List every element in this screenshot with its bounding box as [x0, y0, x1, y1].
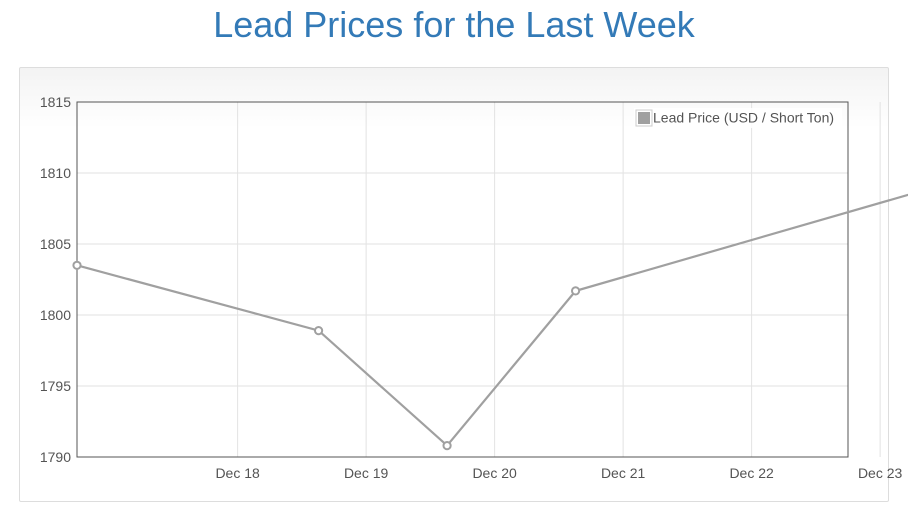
y-tick-label: 1805	[40, 236, 71, 252]
chart-panel	[19, 67, 889, 502]
x-tick-label: Dec 21	[601, 465, 646, 481]
legend: Lead Price (USD / Short Ton)	[634, 108, 842, 128]
data-point	[72, 260, 82, 270]
x-tick-label: Dec 23	[858, 465, 903, 481]
data-point	[570, 286, 581, 296]
legend-frame	[634, 108, 842, 128]
x-tick-label: Dec 19	[344, 465, 389, 481]
y-tick-label: 1810	[40, 165, 71, 181]
legend-swatch	[638, 112, 650, 124]
data-point	[442, 441, 452, 451]
y-tick-label: 1790	[40, 449, 71, 465]
y-tick-label: 1800	[40, 307, 71, 323]
page-title: Lead Prices for the Last Week	[213, 4, 695, 45]
x-axis: Dec 18 Dec 19 Dec 20 Dec 21 Dec 22 Dec 23	[215, 465, 902, 481]
grid-lines	[77, 102, 881, 457]
y-tick-label: 1815	[40, 94, 71, 110]
y-axis: 1790 1795 1800 1805 1810 1815	[40, 94, 71, 465]
x-tick-label: Dec 20	[472, 465, 517, 481]
plot-area	[76, 101, 849, 458]
y-tick-label: 1795	[40, 378, 71, 394]
series-line	[76, 193, 908, 448]
series	[72, 193, 908, 451]
data-point	[313, 326, 324, 336]
x-tick-label: Dec 22	[729, 465, 774, 481]
legend-label: Lead Price (USD / Short Ton)	[653, 110, 834, 126]
x-tick-label: Dec 18	[215, 465, 260, 481]
